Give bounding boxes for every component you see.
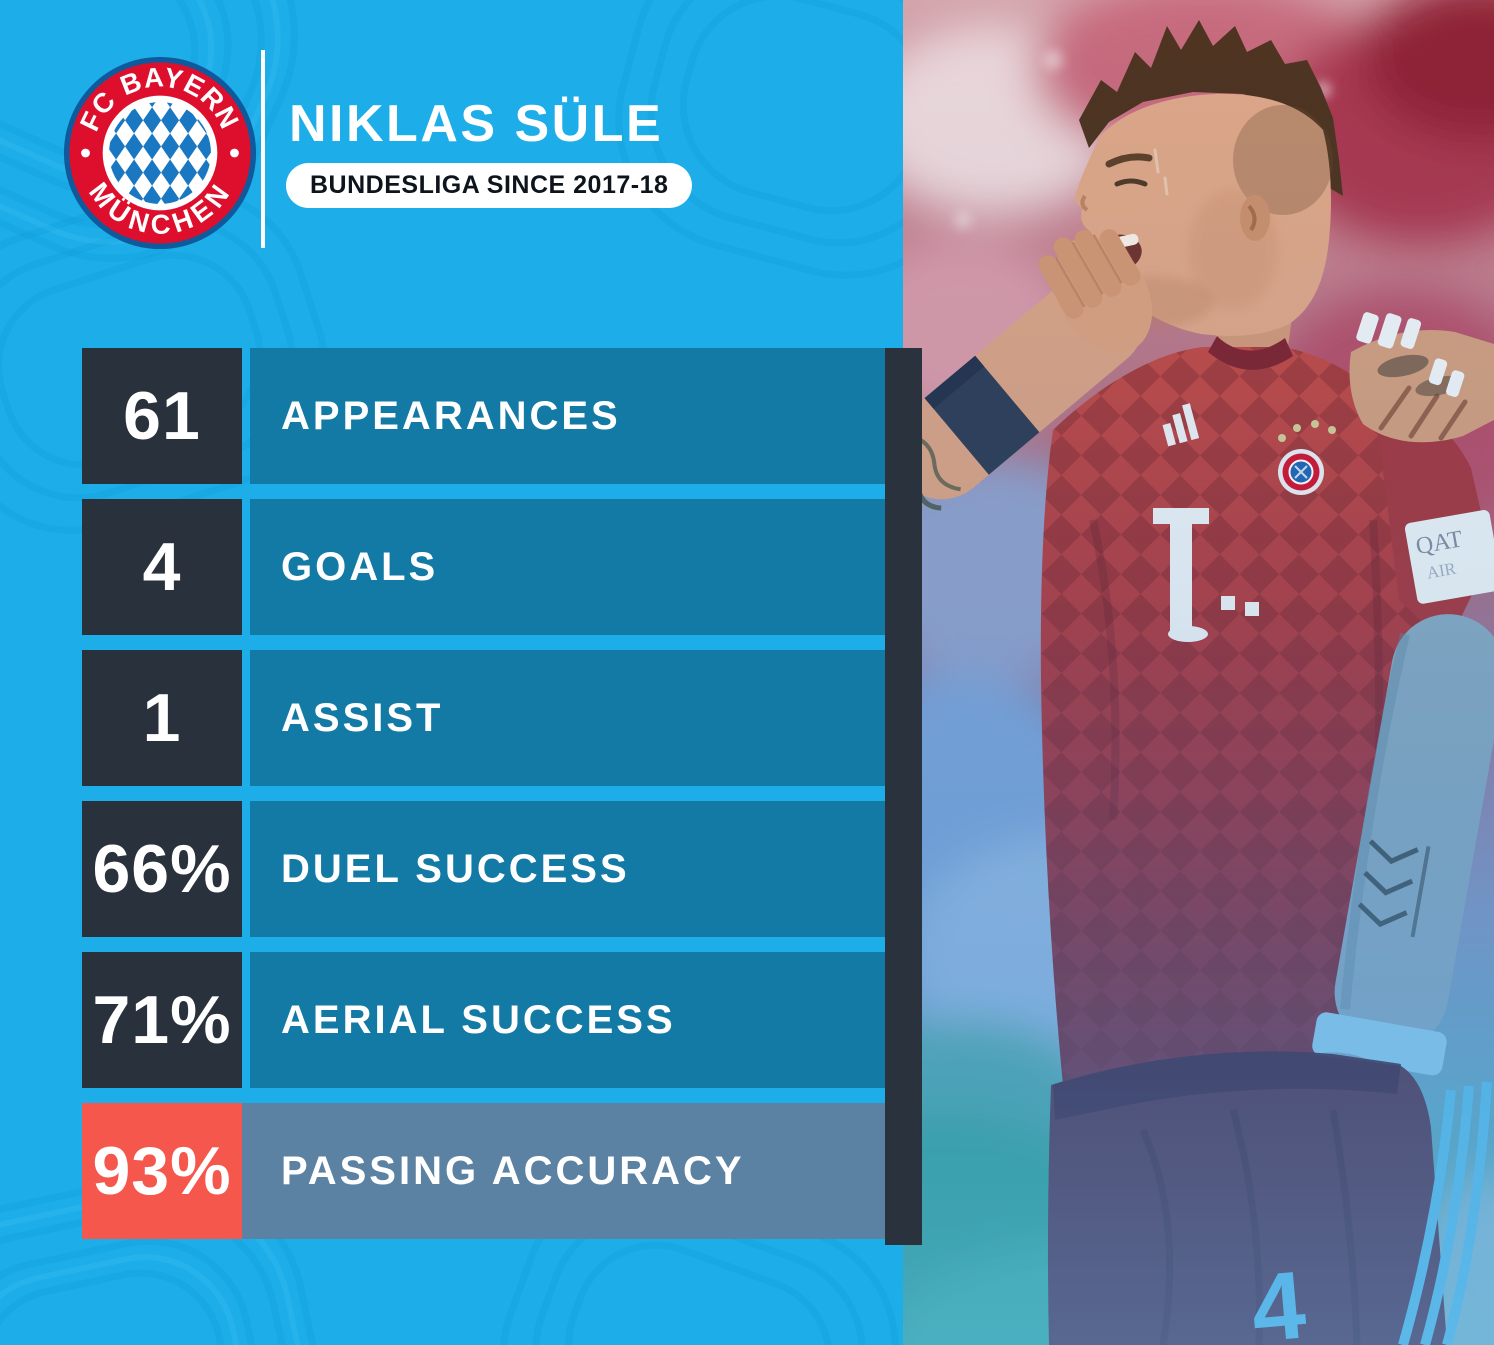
stat-row-passing-accuracy: 93% PASSING ACCURACY bbox=[82, 1103, 885, 1239]
stats-table: 61 APPEARANCES 4 GOALS 1 ASSIST 66% DUEL… bbox=[82, 348, 885, 1239]
player-photo: QAT AIR 4 bbox=[903, 0, 1494, 1345]
stat-row-duel-success: 66% DUEL SUCCESS bbox=[82, 801, 885, 937]
stat-label: APPEARANCES bbox=[281, 393, 621, 438]
stat-label-bar: ASSIST bbox=[250, 650, 885, 786]
stat-label: GOALS bbox=[281, 544, 439, 589]
stat-value: 1 bbox=[82, 650, 242, 786]
club-logo: FC BAYERN MÜNCHEN bbox=[63, 56, 257, 250]
stat-label: PASSING ACCURACY bbox=[281, 1148, 745, 1193]
stat-row-goals: 4 GOALS bbox=[82, 499, 885, 635]
stat-label-bar: AERIAL SUCCESS bbox=[250, 952, 885, 1088]
stat-row-aerial-success: 71% AERIAL SUCCESS bbox=[82, 952, 885, 1088]
subtitle-badge: BUNDESLIGA SINCE 2017-18 bbox=[286, 163, 693, 208]
stat-value: 61 bbox=[82, 348, 242, 484]
stat-row-appearances: 61 APPEARANCES bbox=[82, 348, 885, 484]
stat-label: ASSIST bbox=[281, 695, 444, 740]
stat-value: 66% bbox=[82, 801, 242, 937]
stat-label: DUEL SUCCESS bbox=[281, 846, 630, 891]
stat-label-bar: APPEARANCES bbox=[250, 348, 885, 484]
page-title: NIKLAS SÜLE bbox=[289, 95, 664, 153]
stat-label-bar: DUEL SUCCESS bbox=[250, 801, 885, 937]
stat-label-bar-highlight: PASSING ACCURACY bbox=[242, 1103, 885, 1239]
stat-label-bar: GOALS bbox=[250, 499, 885, 635]
stat-value-highlight: 93% bbox=[82, 1103, 242, 1239]
stat-row-assist: 1 ASSIST bbox=[82, 650, 885, 786]
stat-value: 71% bbox=[82, 952, 242, 1088]
stat-value: 4 bbox=[82, 499, 242, 635]
header-divider bbox=[261, 50, 265, 248]
stat-label: AERIAL SUCCESS bbox=[281, 997, 676, 1042]
subtitle-text: BUNDESLIGA SINCE 2017-18 bbox=[310, 171, 669, 199]
stats-edge-strip bbox=[885, 348, 922, 1245]
